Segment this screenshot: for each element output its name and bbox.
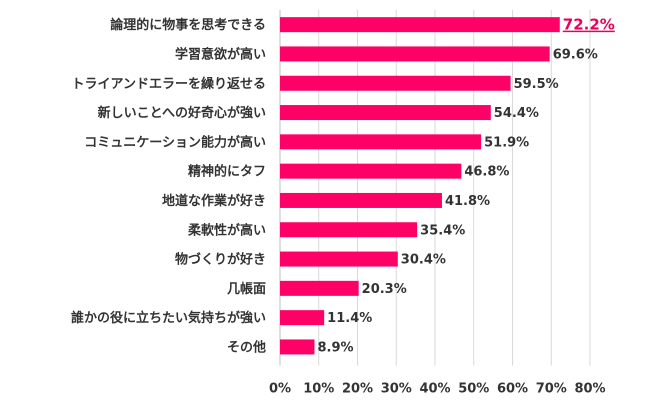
category-label-3: 新しいことへの好奇心が強い xyxy=(98,105,266,121)
category-label-1: 学習意欲が高い xyxy=(175,46,266,62)
x-tick-label-60: 60% xyxy=(497,382,528,397)
bars xyxy=(280,17,560,355)
category-label-7: 柔軟性が高い xyxy=(187,222,266,238)
value-label-5: 46.8% xyxy=(464,165,509,180)
bar-5 xyxy=(280,163,462,179)
value-label-6: 41.8% xyxy=(445,194,490,209)
x-tick-label-0: 0% xyxy=(269,382,291,397)
bar-6 xyxy=(280,192,442,208)
bar-4 xyxy=(280,134,482,150)
bar-0 xyxy=(280,17,560,33)
value-label-7: 35.4% xyxy=(420,223,465,238)
x-tick-label-30: 30% xyxy=(381,382,412,397)
bar-10 xyxy=(280,310,325,326)
bar-9 xyxy=(280,280,359,296)
category-label-9: 几帳面 xyxy=(227,281,266,297)
value-label-11: 8.9% xyxy=(317,340,353,355)
category-label-8: 物づくりが好き xyxy=(175,252,266,268)
value-label-1: 69.6% xyxy=(553,47,598,62)
x-tick-label-20: 20% xyxy=(342,382,373,397)
x-tick-label-80: 80% xyxy=(574,382,605,397)
category-label-2: トライアンドエラーを繰り返せる xyxy=(72,76,266,92)
x-tick-label-70: 70% xyxy=(536,382,567,397)
value-label-0: 72.2% xyxy=(563,16,615,34)
category-label-4: コミュニケーション能力が高い xyxy=(84,134,266,150)
bar-8 xyxy=(280,251,398,267)
bar-3 xyxy=(280,105,491,121)
x-axis-ticks: 0% 10% 20% 30% 40% 50% 60% 70% 80% xyxy=(269,382,606,397)
bar-7 xyxy=(280,222,418,238)
category-label-6: 地道な作業が好き xyxy=(162,193,266,209)
bar-1 xyxy=(280,46,550,62)
grid xyxy=(279,10,591,366)
x-tick-label-10: 10% xyxy=(303,382,334,397)
x-tick-label-40: 40% xyxy=(419,382,450,397)
bar-11 xyxy=(280,339,315,355)
category-labels: 論理的に物事を思考できる学習意欲が高いトライアンドエラーを繰り返せる新しいことへ… xyxy=(71,17,266,355)
category-label-0: 論理的に物事を思考できる xyxy=(110,17,266,33)
value-label-4: 51.9% xyxy=(484,135,529,150)
value-label-9: 20.3% xyxy=(362,282,407,297)
bar-2 xyxy=(280,75,511,91)
value-label-10: 11.4% xyxy=(327,311,372,326)
value-label-3: 54.4% xyxy=(494,106,539,121)
category-label-11: その他 xyxy=(227,339,266,355)
category-label-10: 誰かの役に立ちたい気持ちが強い xyxy=(71,310,266,326)
category-label-5: 精神的にタフ xyxy=(188,164,266,180)
value-label-2: 59.5% xyxy=(514,77,559,92)
x-tick-label-50: 50% xyxy=(458,382,489,397)
value-label-8: 30.4% xyxy=(401,253,446,268)
value-labels: 72.2% 69.6% 59.5% 54.4% 51.9% 46.8% 41.8% 35.4%… xyxy=(317,16,614,356)
